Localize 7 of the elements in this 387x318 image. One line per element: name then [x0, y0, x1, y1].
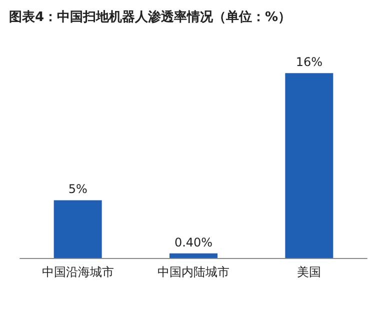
data-label: 5% [68, 182, 88, 196]
chart-title: 图表4：中国扫地机器人渗透率情况（单位：%） [9, 9, 292, 25]
x-tick-label: 中国沿海城市 [42, 265, 114, 279]
x-tick-label: 美国 [297, 265, 322, 279]
data-label: 0.40% [174, 235, 213, 250]
data-label: 16% [296, 55, 323, 70]
x-tick-label: 中国内陆城市 [158, 265, 230, 279]
